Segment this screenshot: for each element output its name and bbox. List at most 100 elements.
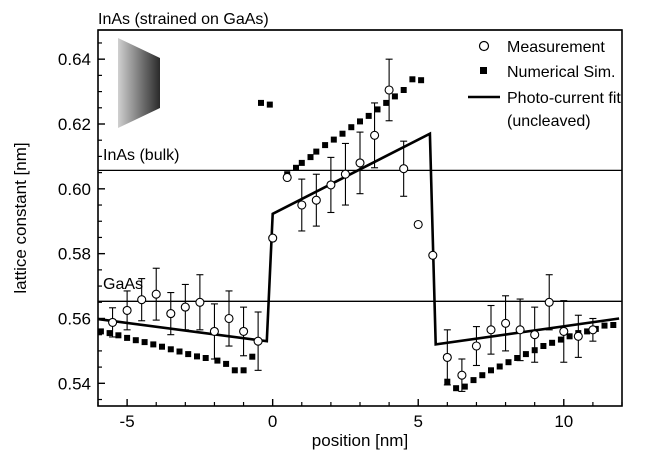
- sim-point: [601, 322, 608, 329]
- legend-marker-sim: [480, 67, 487, 74]
- sim-point: [293, 164, 299, 171]
- sim-point: [357, 118, 363, 125]
- measurement-point: [442, 352, 452, 362]
- sim-point: [540, 343, 547, 349]
- sim-point: [470, 377, 477, 384]
- measurement-point: [515, 325, 525, 335]
- y-axis-title: lattice constant [nm]: [11, 142, 30, 293]
- axis-ticks: -5 0 5 10 0.54 0.56 0.58 0.60 0.62 0.64: [58, 42, 623, 431]
- measurement-point: [166, 309, 176, 319]
- sim-point: [249, 353, 256, 360]
- legend-marker-measurement: [478, 40, 490, 52]
- measurement-point: [311, 195, 321, 205]
- sim-point: [132, 337, 139, 344]
- sim-point: [240, 367, 247, 374]
- sim-point: [330, 136, 337, 143]
- measurement-point: [573, 331, 583, 341]
- sim-point: [150, 341, 157, 348]
- measurement-point: [544, 297, 554, 307]
- sim-point: [185, 351, 192, 358]
- y-tick-label: 0.58: [58, 245, 91, 264]
- sim-point: [391, 93, 398, 100]
- legend-label-fit-line1: Photo-current fit: [507, 90, 621, 107]
- sim-point: [266, 101, 273, 108]
- sim-point: [176, 348, 183, 355]
- sim-point: [557, 336, 564, 343]
- sim-point: [298, 159, 305, 166]
- fit-line: [97, 131, 620, 346]
- sim-point: [549, 339, 556, 346]
- sim-point: [479, 372, 486, 379]
- sim-point: [453, 385, 460, 392]
- legend: Measurement Numerical Sim. Photo-current…: [468, 39, 621, 130]
- y-tick-label: 0.60: [58, 180, 91, 199]
- sim-point: [365, 112, 372, 119]
- y-tick-label: 0.62: [58, 115, 91, 134]
- y-tick-label: 0.64: [58, 50, 91, 69]
- sim-point: [496, 363, 503, 370]
- sim-point: [214, 357, 221, 364]
- fit-series: [97, 131, 620, 346]
- measurement-point: [588, 325, 598, 335]
- sim-point: [400, 87, 407, 93]
- x-tick-label: -5: [120, 412, 135, 431]
- x-tick-label: 5: [413, 412, 422, 431]
- measurement-point: [224, 313, 234, 324]
- legend-label-fit-line2: (uncleaved): [507, 113, 591, 130]
- sim-series: [97, 76, 617, 392]
- x-tick-label: 10: [554, 412, 573, 431]
- measurement-point: [428, 250, 438, 260]
- sim-point: [584, 328, 591, 335]
- sim-point: [313, 148, 320, 155]
- sim-point: [348, 124, 355, 131]
- measurement-point: [209, 326, 219, 336]
- sim-point: [566, 333, 573, 340]
- measurement-point: [501, 318, 511, 328]
- sim-point: [124, 334, 131, 341]
- sim-point: [159, 343, 165, 350]
- sim-point: [505, 359, 512, 366]
- measurement-point: [268, 233, 278, 243]
- measurement-point: [297, 200, 307, 210]
- y-tick-label: 0.56: [58, 309, 91, 328]
- measurement-point: [413, 219, 423, 230]
- sim-point: [610, 322, 617, 328]
- legend-label-sim: Numerical Sim.: [507, 64, 615, 81]
- ref-label-inas-bulk: InAs (bulk): [103, 147, 179, 164]
- measurement-point: [239, 326, 249, 336]
- sim-point: [383, 99, 390, 106]
- measurement-point: [340, 169, 350, 179]
- sim-point: [418, 77, 425, 84]
- sim-point: [115, 332, 122, 339]
- sim-point: [461, 383, 468, 390]
- measurement-point: [486, 325, 496, 335]
- measurement-point: [195, 297, 205, 307]
- sim-point: [409, 76, 416, 83]
- measurement-point: [180, 302, 190, 312]
- wedge-pictogram: [118, 38, 160, 128]
- x-tick-label: 0: [268, 412, 277, 431]
- measurement-point: [530, 330, 540, 340]
- measurement-point: [559, 326, 569, 336]
- measurement-point: [137, 295, 147, 305]
- measurement-point: [253, 336, 263, 346]
- measurement-series: [108, 58, 598, 392]
- legend-label-measurement: Measurement: [507, 39, 605, 56]
- measurement-point: [355, 158, 365, 168]
- measurement-point: [399, 164, 409, 174]
- sim-point: [97, 328, 104, 335]
- ref-label-inas-strained: InAs (strained on GaAs): [98, 11, 269, 28]
- sim-point: [223, 360, 230, 367]
- sim-point: [106, 330, 113, 337]
- sim-point: [231, 367, 238, 374]
- measurement-point: [457, 370, 467, 380]
- sim-point: [339, 130, 346, 137]
- measurement-point: [384, 85, 394, 95]
- sim-point: [374, 106, 381, 113]
- sim-point: [258, 99, 264, 106]
- measurement-point: [471, 341, 481, 351]
- sim-point: [514, 355, 521, 361]
- sim-point: [522, 351, 529, 358]
